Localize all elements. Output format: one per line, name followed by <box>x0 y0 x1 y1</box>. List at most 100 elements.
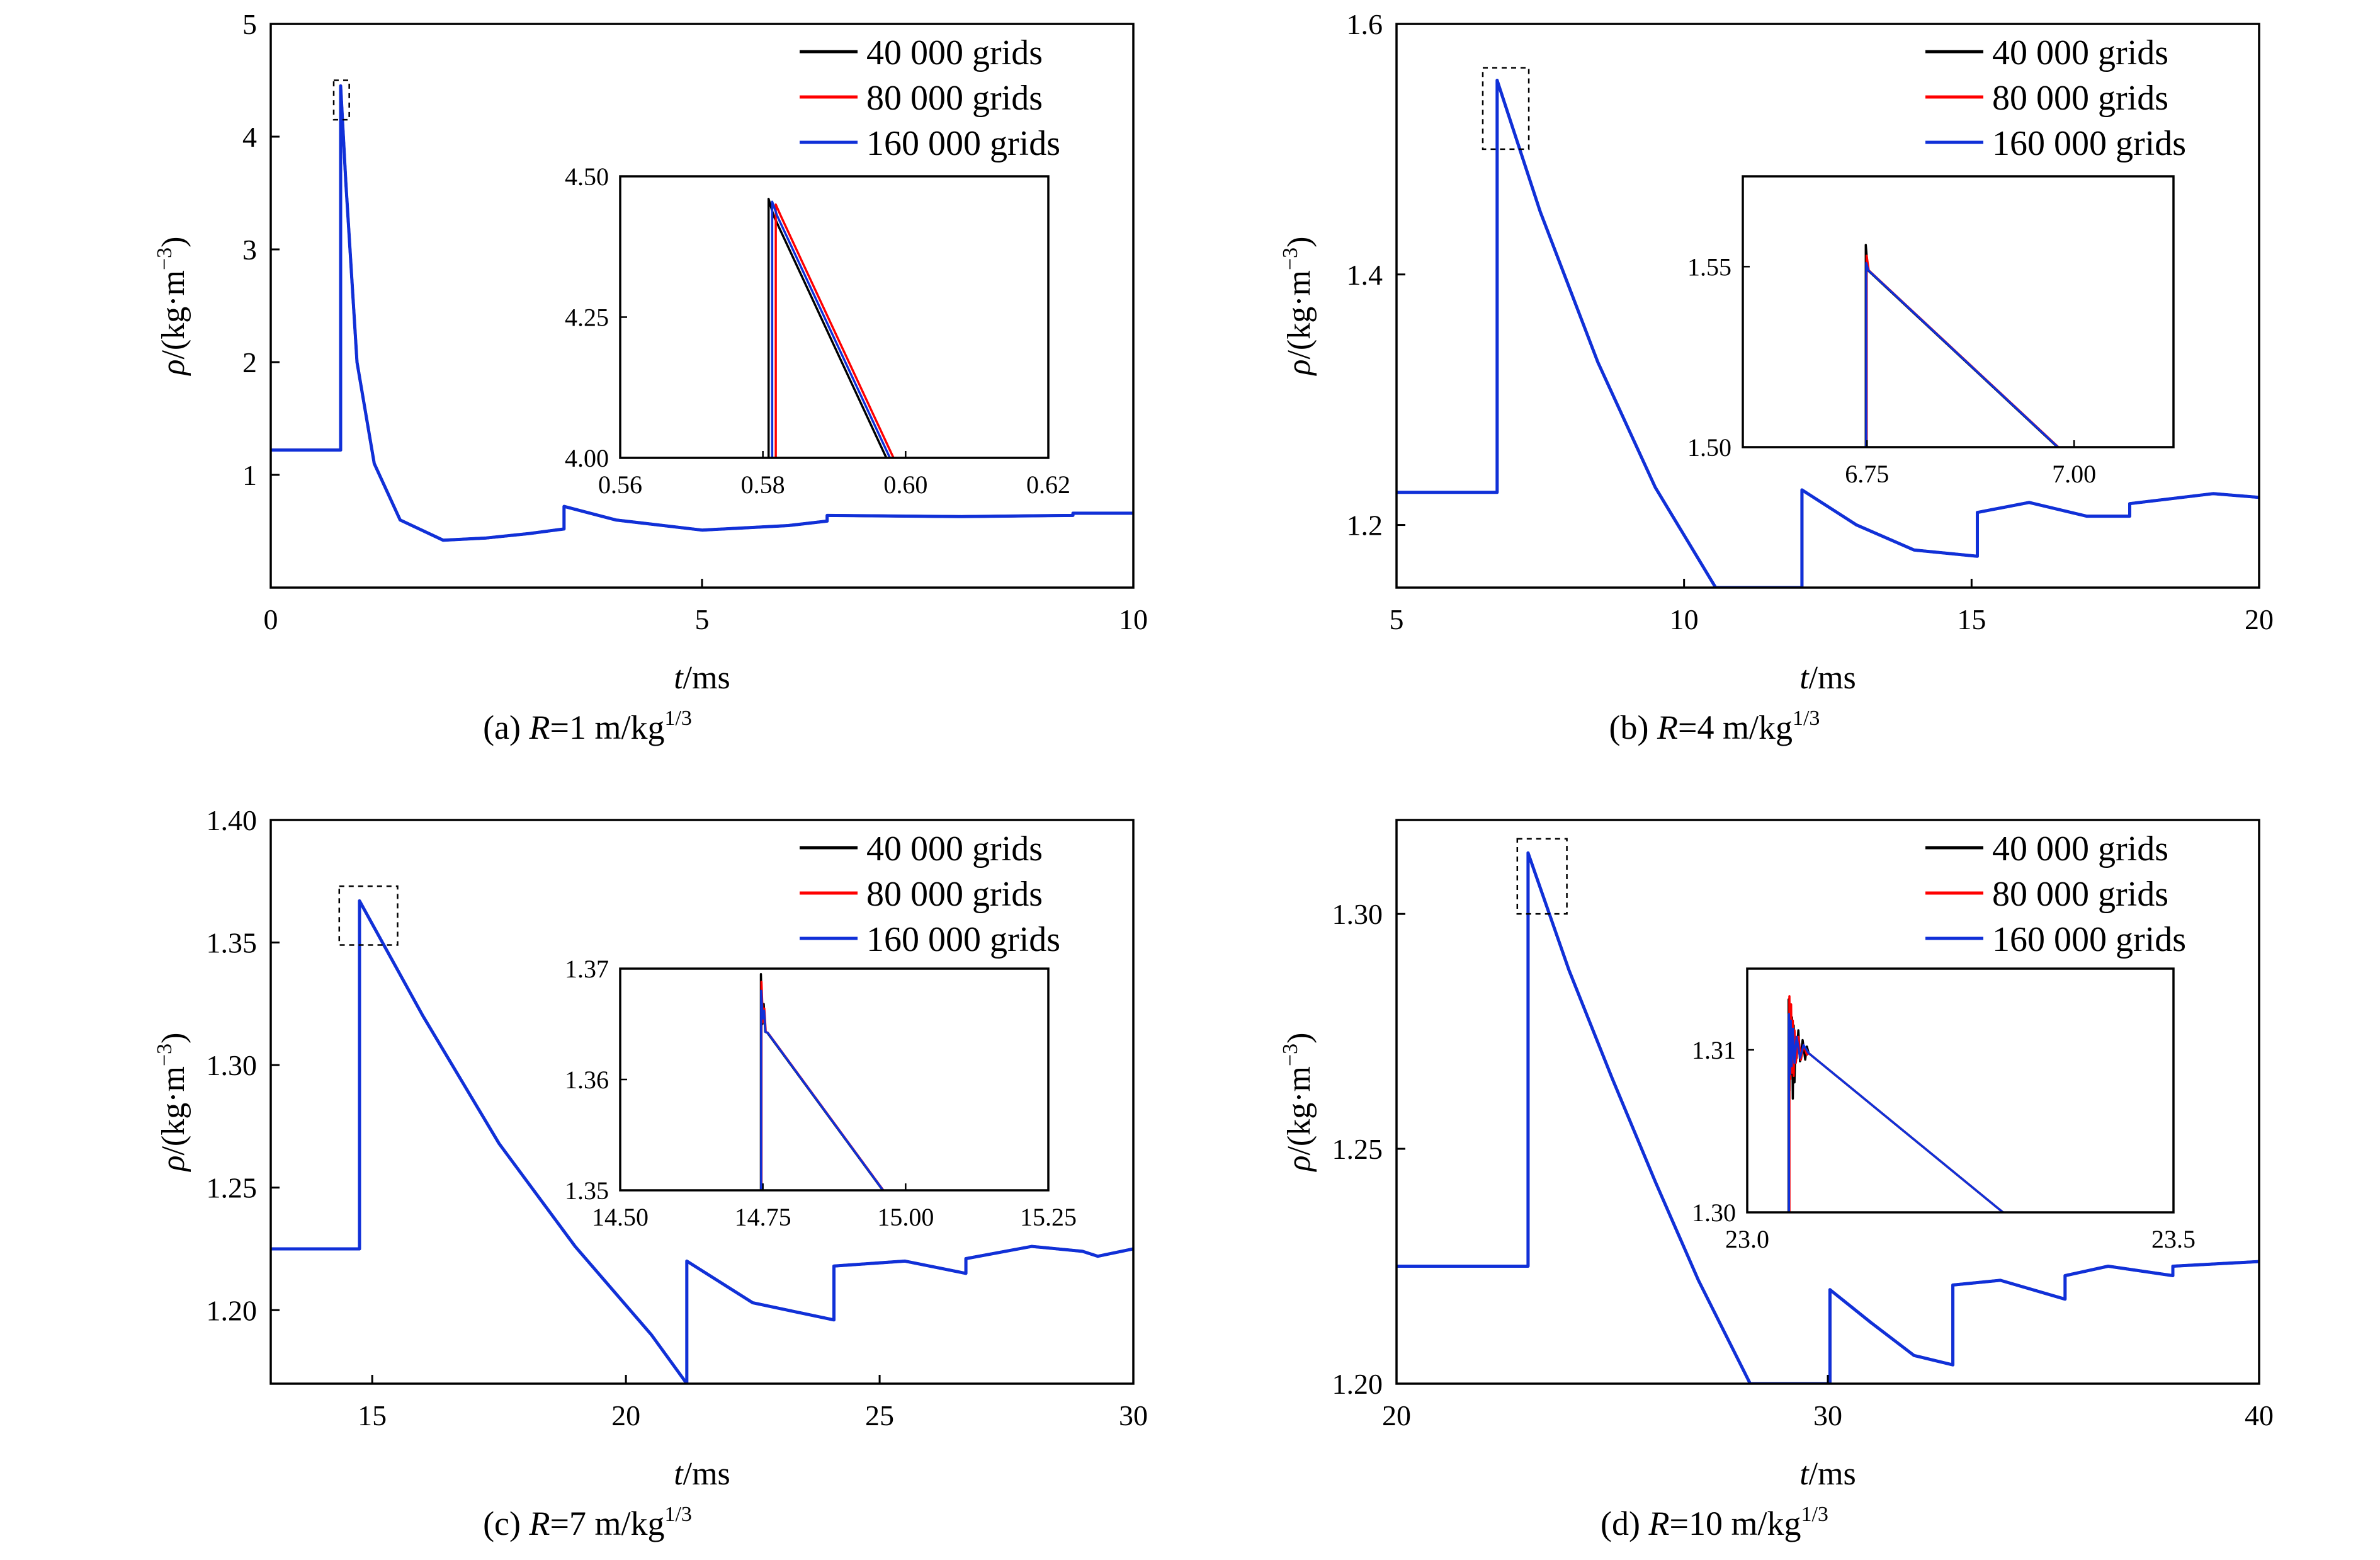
series-group <box>1397 79 2259 588</box>
inset-series-line-160000grids <box>760 989 884 1190</box>
inset-x-tick-label: 0.60 <box>883 470 927 499</box>
inset-y-tick-label: 1.31 <box>1692 1036 1736 1064</box>
inset-x-tick-label: 15.25 <box>1020 1203 1077 1231</box>
inset-y-tick-label: 1.35 <box>565 1176 609 1205</box>
y-tick-label: 1.6 <box>1347 8 1383 40</box>
x-tick-label: 10 <box>1119 603 1148 635</box>
inset-x-tick-label: 0.62 <box>1026 470 1070 499</box>
x-tick-label: 30 <box>1119 1399 1148 1432</box>
x-axis-label: t/ms <box>1799 660 1856 696</box>
inset-y-tick-label: 1.30 <box>1692 1198 1736 1227</box>
inset-y-tick-label: 4.25 <box>565 304 609 332</box>
inset-x-tick-label: 15.00 <box>877 1203 934 1231</box>
y-tick-label: 1.2 <box>1347 510 1383 542</box>
series-group <box>1397 851 2259 1384</box>
x-tick-label: 15 <box>358 1399 387 1432</box>
x-axis-label: t/ms <box>1799 1456 1856 1492</box>
inset-series-line-160000grids <box>771 200 891 458</box>
legend-entry: 40 000 grids <box>1992 829 2168 868</box>
inset-plot: 14.50 14.75 15.00 15.25 1.35 1.36 1.37 <box>565 955 1077 1231</box>
inset-y-tick-label: 4.50 <box>565 162 609 191</box>
panel-a: 0 5 10 1 2 3 4 5 t/ms ρ/(kg·m−3) 40 000 grids 80 00… <box>153 8 1148 746</box>
plot-frame <box>269 819 1135 1385</box>
y-tick-label: 1.25 <box>1332 1133 1383 1165</box>
panel-caption: (b) R=4 m/kg1/3 <box>1609 707 1820 746</box>
inset-y-tick-label: 1.55 <box>1687 253 1731 281</box>
inset-y-tick-label: 1.37 <box>565 955 609 983</box>
y-tick-label: 3 <box>242 234 257 266</box>
series-line-160000grids <box>271 899 1133 1384</box>
x-tick-label: 30 <box>1813 1399 1842 1432</box>
inset-x-tick-label: 6.75 <box>1845 460 1889 488</box>
legend-entry: 40 000 grids <box>1992 33 2168 72</box>
inset-x-tick-label: 0.56 <box>598 470 642 499</box>
legend-entry: 160 000 grids <box>1992 920 2186 959</box>
inset-frame <box>1746 967 2175 1214</box>
series-line-160000grids <box>1397 851 2259 1384</box>
x-axis-label: t/ms <box>674 660 730 696</box>
y-tick-label: 1.4 <box>1347 259 1383 291</box>
y-tick-label: 1.30 <box>1332 898 1383 930</box>
inset-background <box>620 969 1048 1190</box>
x-tick-label: 10 <box>1670 603 1699 635</box>
panel-d: 20 30 40 1.20 1.25 1.30 t/ms ρ/(kg·m−3) 40 000 g… <box>1279 819 2274 1542</box>
inset-plot: 6.75 7.00 1.50 1.55 <box>1687 175 2175 488</box>
legend-entry: 40 000 grids <box>866 829 1043 868</box>
inset-x-tick-label: 14.50 <box>592 1203 649 1231</box>
plot-frame <box>1395 23 2260 589</box>
x-tick-label: 15 <box>1957 603 1986 635</box>
inset-series-line-160000grids <box>1788 1013 2004 1212</box>
inset-series-line-160000grids <box>1865 261 2059 447</box>
inset-x-tick-label: 0.58 <box>741 470 785 499</box>
inset-y-tick-label: 4.00 <box>565 444 609 472</box>
inset-plot: 0.56 0.58 0.60 0.62 4.00 4.25 4.50 <box>565 162 1070 499</box>
y-tick-label: 5 <box>242 8 257 40</box>
inset-background <box>1747 969 2173 1212</box>
x-tick-label: 5 <box>1390 603 1404 635</box>
inset-x-tick-label: 23.0 <box>1725 1225 1769 1253</box>
y-tick-label: 1.35 <box>207 927 258 959</box>
inset-background <box>1743 176 2173 447</box>
inset-x-tick-label: 23.5 <box>2151 1225 2196 1253</box>
inset-series-group <box>1787 995 2004 1212</box>
series-line-160000grids <box>1397 79 2259 588</box>
x-tick-label: 20 <box>1382 1399 1411 1432</box>
zoom-region-box <box>1516 838 1568 915</box>
inset-y-tick-label: 1.50 <box>1687 433 1731 462</box>
zoom-region-box <box>1482 67 1530 151</box>
inset-series-group <box>767 198 895 458</box>
y-tick-label: 4 <box>242 121 257 153</box>
y-axis-label: ρ/(kg·m−3) <box>1279 1032 1317 1172</box>
x-tick-label: 25 <box>865 1399 894 1432</box>
legend-entry: 80 000 grids <box>866 875 1043 914</box>
legend-entry: 160 000 grids <box>1992 124 2186 163</box>
inset-background <box>620 176 1048 458</box>
x-axis-label: t/ms <box>674 1456 730 1492</box>
y-axis-label: ρ/(kg·m−3) <box>1279 236 1317 376</box>
panel-b: 5 10 15 20 1.2 1.4 1.6 t/ms ρ/(kg·m−3) 40 000 gri… <box>1279 8 2274 746</box>
inset-y-tick-label: 1.36 <box>565 1066 609 1094</box>
series-group <box>271 84 1133 542</box>
inset-x-tick-label: 14.75 <box>735 1203 791 1231</box>
x-tick-label: 40 <box>2245 1399 2274 1432</box>
panel-caption: (a) R=1 m/kg1/3 <box>483 707 692 746</box>
legend-entry: 80 000 grids <box>1992 875 2168 914</box>
x-tick-label: 0 <box>264 603 278 635</box>
panel-c: 15 20 25 30 1.20 1.25 1.30 1.35 1.40 t/ms ρ/(kg·m−… <box>153 804 1148 1542</box>
y-tick-label: 1.25 <box>207 1172 258 1204</box>
y-tick-label: 1.40 <box>207 804 258 836</box>
legend-entry: 160 000 grids <box>866 124 1060 163</box>
panel-caption: (d) R=10 m/kg1/3 <box>1601 1503 1828 1542</box>
inset-series-group <box>759 973 885 1190</box>
legend-entry: 80 000 grids <box>1992 79 2168 118</box>
y-tick-label: 1.20 <box>207 1294 258 1326</box>
inset-x-tick-label: 7.00 <box>2052 460 2096 488</box>
y-axis-label: ρ/(kg·m−3) <box>153 236 191 376</box>
panel-caption: (c) R=7 m/kg1/3 <box>483 1503 692 1542</box>
legend-entry: 160 000 grids <box>866 920 1060 959</box>
x-tick-label: 5 <box>695 603 710 635</box>
legend-entry: 40 000 grids <box>866 33 1043 72</box>
inset-plot: 23.0 23.5 1.30 1.31 <box>1692 967 2196 1253</box>
x-tick-label: 20 <box>2245 603 2274 635</box>
